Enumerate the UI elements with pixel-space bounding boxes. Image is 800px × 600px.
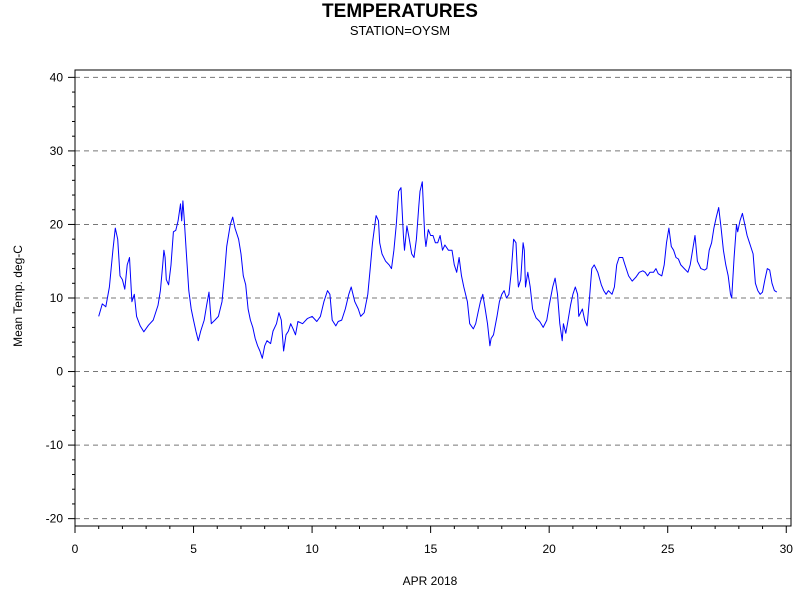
y-tick-label: 20 — [50, 217, 64, 231]
axes: -20 -10 0 10 20 30 40 0 5 10 15 20 25 30 — [46, 70, 794, 556]
series-line — [98, 181, 778, 359]
x-axis-label: APR 2018 — [403, 574, 458, 588]
x-tick-label: 20 — [542, 542, 556, 556]
x-tick-label: 0 — [72, 542, 79, 556]
y-tick-label: -10 — [46, 438, 64, 452]
y-tick-label: -20 — [46, 512, 64, 526]
y-tick-label: 40 — [50, 70, 64, 84]
y-axis-label: Mean Temp. deg-C — [11, 245, 25, 347]
y-tick-label: 0 — [56, 365, 63, 379]
x-tick-label: 30 — [780, 542, 794, 556]
chart-title: TEMPERATURES — [322, 1, 478, 22]
x-tick-label: 15 — [424, 542, 438, 556]
plot-frame — [74, 69, 792, 527]
series-layer — [98, 181, 778, 359]
chart-subtitle: STATION=OYSM — [349, 23, 451, 38]
x-tick-label: 5 — [190, 542, 197, 556]
y-tick-label: 10 — [50, 291, 64, 305]
gridlines — [75, 76, 791, 520]
y-tick-label: 30 — [50, 144, 64, 158]
x-tick-label: 25 — [661, 542, 675, 556]
x-tick-label: 10 — [305, 542, 319, 556]
